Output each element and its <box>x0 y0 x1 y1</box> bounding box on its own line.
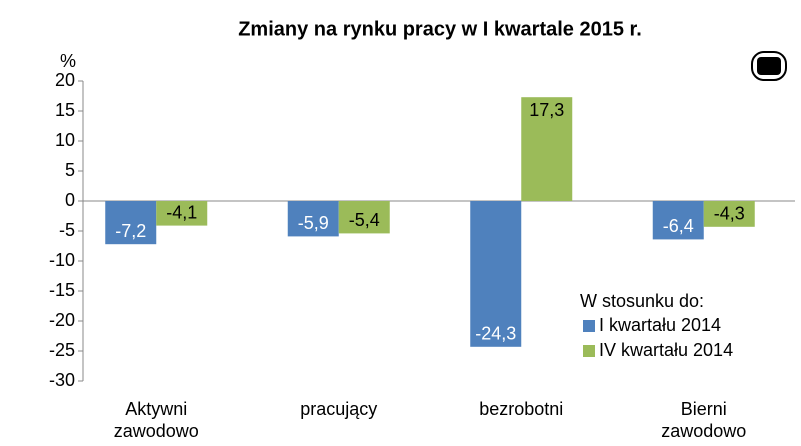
legend-title: W stosunku do: <box>580 291 704 311</box>
y-tick-label: 5 <box>65 160 75 180</box>
value-label: -5,4 <box>349 210 380 230</box>
y-tick-label: 10 <box>55 130 75 150</box>
x-tick-label: pracujący <box>300 399 378 419</box>
logo <box>751 51 787 81</box>
y-axis-label: % <box>60 51 76 71</box>
y-tick-label: -5 <box>59 220 75 240</box>
y-tick-label: -25 <box>49 340 75 360</box>
value-label: -6,4 <box>663 216 694 236</box>
y-tick-label: -30 <box>49 370 75 390</box>
x-tick-label: Bierni zawodowo <box>661 399 747 441</box>
legend-swatch <box>583 320 595 332</box>
bar <box>338 201 390 234</box>
value-label: 17,3 <box>529 100 564 120</box>
legend-label: IV kwartału 2014 <box>599 340 733 360</box>
y-tick-label: 20 <box>55 70 75 90</box>
y-tick-label: -20 <box>49 310 75 330</box>
bar <box>470 201 522 347</box>
y-tick-label: -15 <box>49 280 75 300</box>
value-label: -4,1 <box>166 202 197 222</box>
y-tick-label: 15 <box>55 100 75 120</box>
y-tick-label: -10 <box>49 250 75 270</box>
bar <box>287 201 339 237</box>
bar <box>156 201 208 226</box>
value-label: -24,3 <box>475 324 516 344</box>
value-label: -7,2 <box>115 221 146 241</box>
x-tick-label: bezrobotni <box>479 399 564 419</box>
chart-title: Zmiany na rynku pracy w I kwartale 2015 … <box>238 18 642 40</box>
legend-label: I kwartału 2014 <box>599 315 721 335</box>
bar <box>703 201 755 227</box>
value-label: -4,3 <box>714 204 745 224</box>
value-label: -5,9 <box>298 213 329 233</box>
x-tick-label: Aktywni zawodowo <box>113 399 199 441</box>
bar <box>652 201 704 240</box>
bar <box>105 201 157 245</box>
legend-swatch <box>583 345 595 357</box>
bar <box>521 97 573 201</box>
y-tick-label: 0 <box>65 190 75 210</box>
